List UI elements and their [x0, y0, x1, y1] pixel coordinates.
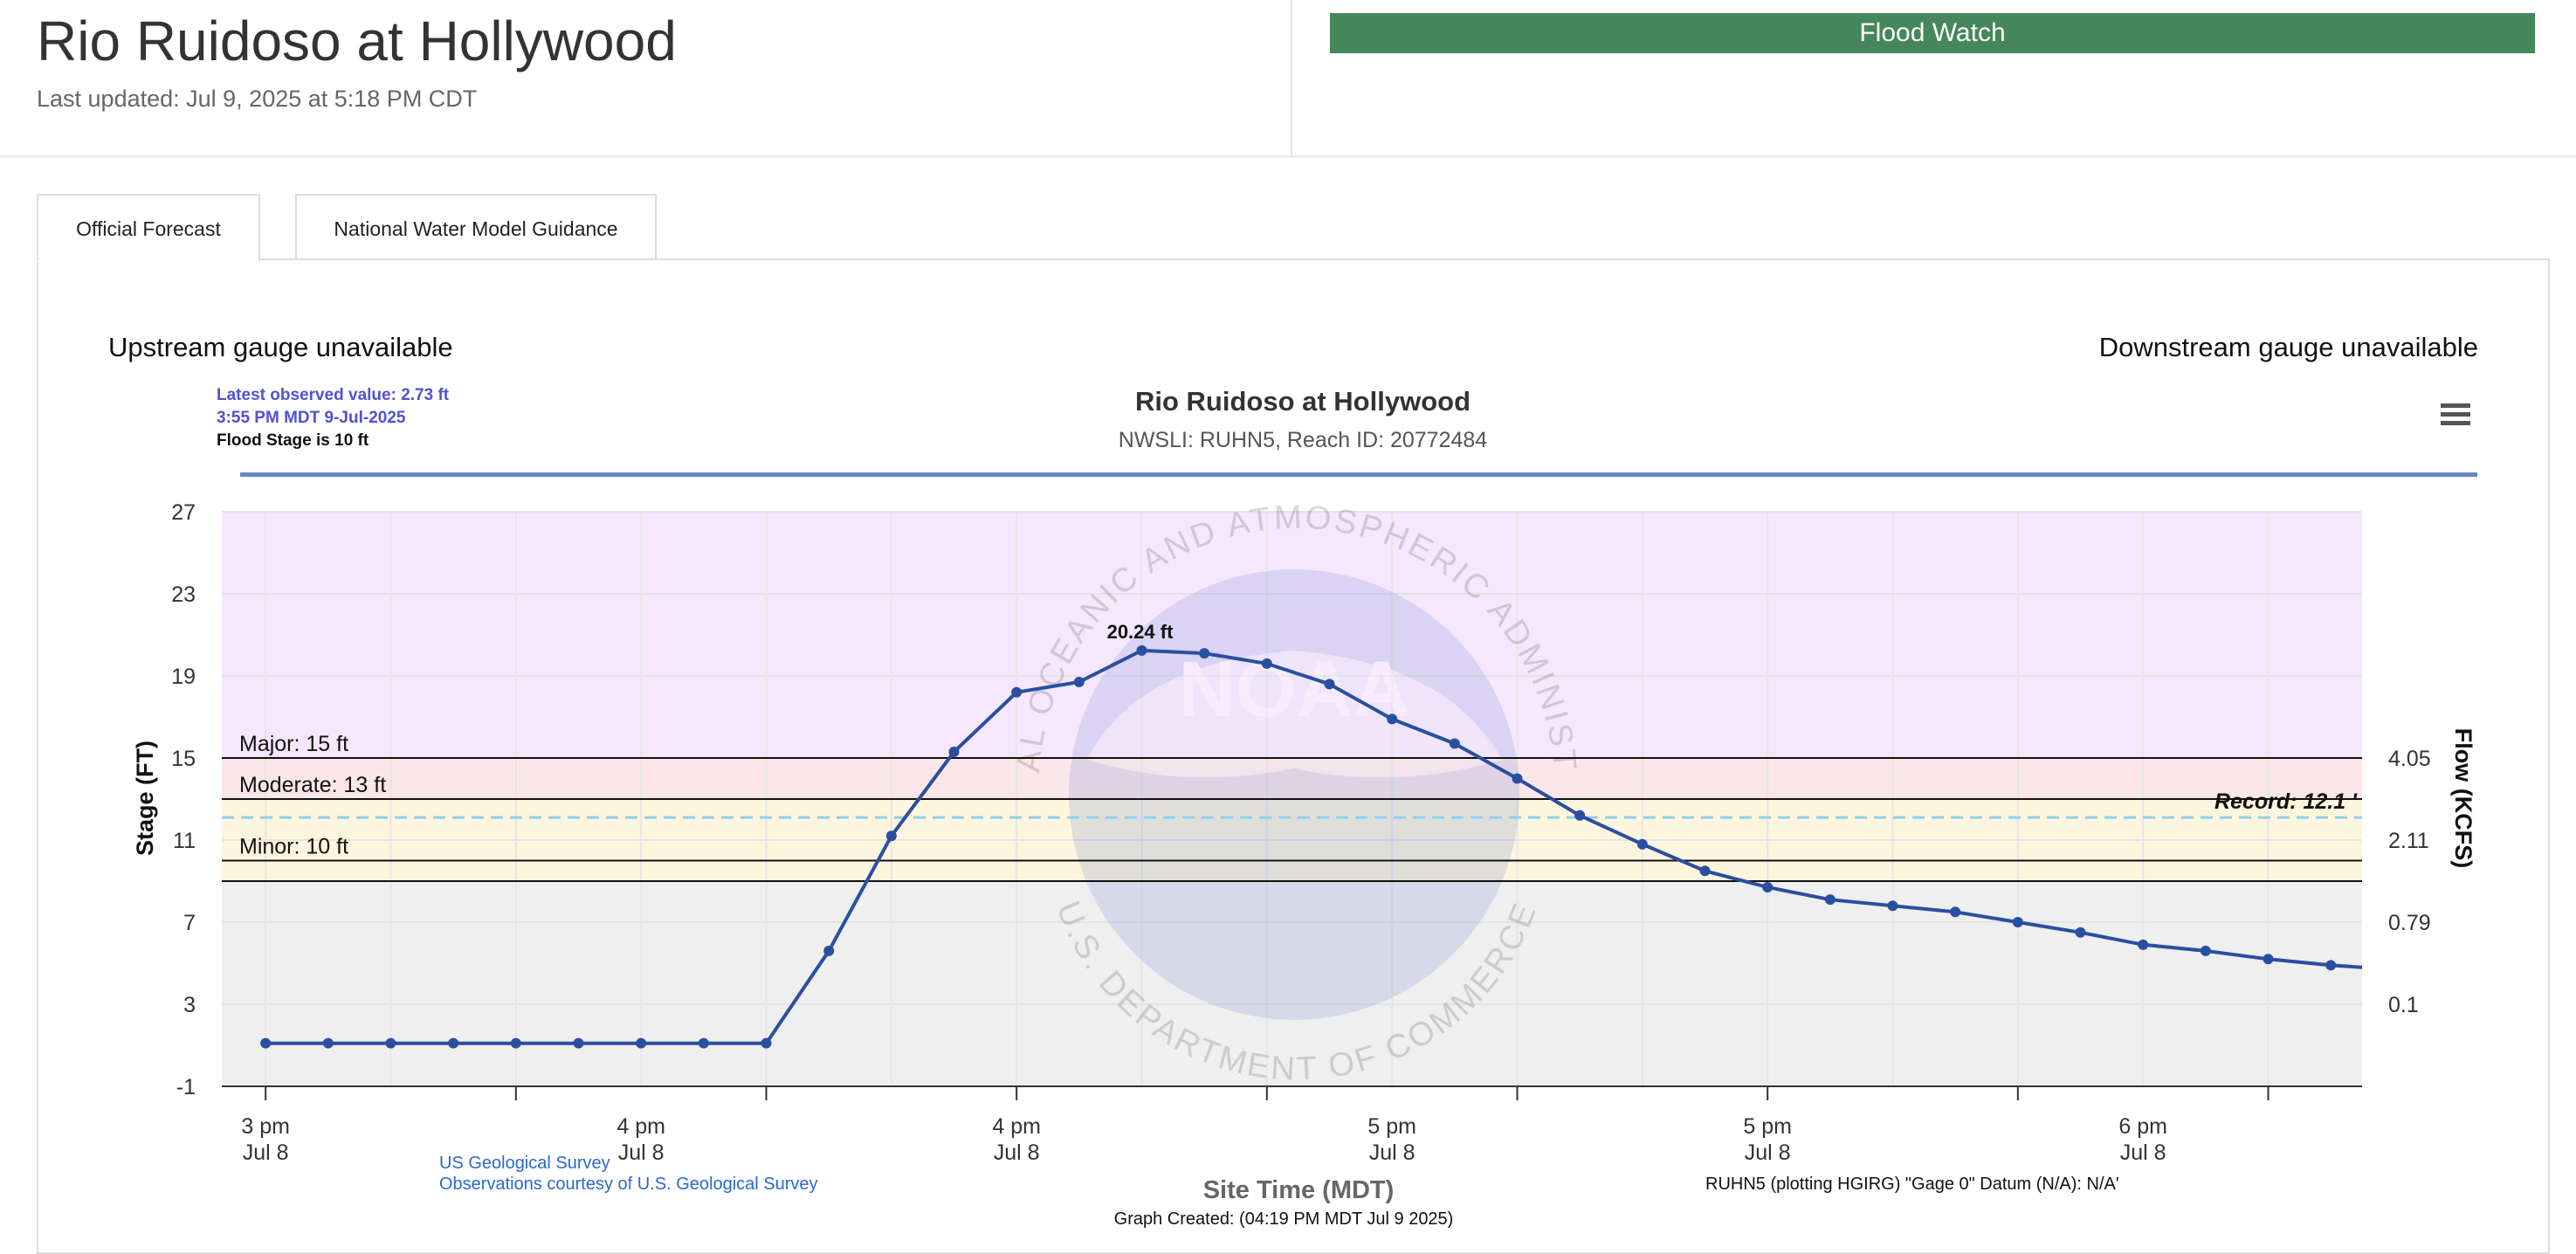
forecast-point	[2263, 954, 2274, 965]
forecast-point	[2138, 939, 2149, 950]
forecast-point	[1699, 865, 1711, 877]
x-tick-time: 6 pm	[2118, 1114, 2167, 1139]
forecast-point	[1324, 679, 1335, 690]
forecast-series[interactable]: 20.24 ft	[260, 621, 2363, 1049]
flood-category-bands	[222, 512, 2362, 1086]
y2-axis-title: Flow (KCFS)	[2450, 728, 2476, 868]
forecast-point	[322, 1037, 334, 1049]
x-tick-day: Jul 8	[243, 1140, 289, 1165]
forecast-point	[1011, 686, 1023, 698]
band-moderate	[222, 758, 2362, 799]
band-major	[222, 512, 2362, 758]
forecast-point	[2075, 927, 2086, 938]
threshold-label: Minor: 10 ft	[239, 835, 348, 859]
threshold-label: Moderate: 13 ft	[239, 773, 386, 797]
forecast-point	[2325, 960, 2337, 971]
forecast-point	[1636, 838, 1648, 850]
x-tick-day: Jul 8	[618, 1140, 665, 1165]
graph-created-note: Graph Created: (04:19 PM MDT Jul 9 2025)	[1114, 1209, 1454, 1229]
page-title: Rio Ruidoso at Hollywood	[37, 10, 677, 72]
forecast-point	[1199, 648, 1210, 659]
y-tick-label: 19	[171, 665, 196, 689]
forecast-point	[761, 1037, 772, 1049]
forecast-point	[1950, 906, 1961, 918]
forecast-range-bar	[240, 472, 2477, 477]
hamburger-menu-icon[interactable]	[2441, 403, 2470, 425]
x-tick-time: 5 pm	[1743, 1114, 1792, 1139]
last-updated: Last updated: Jul 9, 2025 at 5:18 PM CDT	[37, 86, 478, 112]
y-tick-label: 23	[171, 582, 196, 607]
forecast-point	[1136, 644, 1147, 656]
peak-label: 20.24 ft	[1107, 621, 1174, 643]
forecast-point	[2012, 917, 2023, 927]
forecast-point	[698, 1037, 709, 1049]
chart-title: Rio Ruidoso at Hollywood	[1135, 386, 1471, 417]
flood-thresholds: Major: 15 ft Moderate: 13 ft Minor: 10 ft R…	[222, 732, 2362, 882]
forecast-point	[1512, 773, 1523, 784]
band-below-flood	[222, 881, 2362, 1086]
forecast-point	[448, 1037, 459, 1049]
x-tick-time: 3 pm	[241, 1114, 290, 1139]
downstream-gauge-link[interactable]: Downstream gauge unavailable	[2098, 332, 2478, 362]
y-tick-label: 15	[171, 747, 196, 771]
forecast-point	[1073, 677, 1085, 688]
y2-tick-label: 2.11	[2388, 829, 2429, 853]
forecast-point	[2200, 945, 2211, 956]
forecast-point	[510, 1037, 521, 1049]
forecast-point	[885, 830, 897, 842]
usgs-observations-credit[interactable]: Observations courtesy of U.S. Geological…	[439, 1175, 818, 1194]
record-label: Record: 12.1 '	[2214, 789, 2358, 814]
forecast-point	[1762, 882, 1774, 893]
forecast-point	[1887, 900, 1898, 912]
x-axis-title: Site Time (MDT)	[1203, 1176, 1395, 1204]
forecast-point	[260, 1037, 272, 1049]
y-tick-label: 27	[171, 500, 196, 525]
forecast-point	[1449, 738, 1460, 749]
tab-official-forecast[interactable]: Official Forecast	[37, 194, 260, 262]
y2-tick-label: 4.05	[2388, 747, 2431, 771]
x-tick-time: 4 pm	[992, 1114, 1041, 1139]
flood-stage-note: Flood Stage is 10 ft	[217, 431, 369, 450]
forecast-point	[385, 1037, 396, 1049]
upstream-gauge-link[interactable]: Upstream gauge unavailable	[108, 332, 453, 362]
header-right: Flood Watch	[1292, 0, 2576, 157]
forecast-point	[1824, 894, 1836, 906]
forecast-point	[823, 945, 835, 956]
usgs-credit-link[interactable]: US Geological Survey	[439, 1154, 610, 1173]
noaa-logo-circle	[1069, 569, 1519, 1020]
x-tick-time: 5 pm	[1367, 1114, 1416, 1139]
forecast-point	[1261, 658, 1272, 669]
forecast-point	[636, 1037, 647, 1049]
forecast-point	[1574, 810, 1586, 821]
noaa-logo-text: NOAA	[1179, 646, 1410, 734]
y-axis-title: Stage (FT)	[132, 741, 158, 856]
threshold-label: Major: 15 ft	[239, 732, 348, 756]
x-tick-day: Jul 8	[1369, 1140, 1415, 1165]
y2-tick-label: 0.79	[2388, 911, 2431, 935]
y-tick-label: -1	[176, 1075, 196, 1099]
header-left: Rio Ruidoso at Hollywood Last updated: J…	[0, 0, 1292, 157]
x-tick-day: Jul 8	[994, 1140, 1040, 1165]
y-tick-label: 3	[183, 993, 196, 1017]
chart-subtitle: NWSLI: RUHN5, Reach ID: 20772484	[1119, 428, 1488, 452]
tab-national-water-model-guidance[interactable]: National Water Model Guidance	[295, 194, 657, 260]
x-tick-day: Jul 8	[1745, 1140, 1791, 1165]
y-tick-label: 7	[183, 911, 196, 935]
datum-note: RUHN5 (plotting HGIRG) "Gage 0" Datum (N…	[1705, 1175, 2119, 1194]
flood-watch-banner[interactable]: Flood Watch	[1330, 13, 2535, 53]
forecast-point	[573, 1037, 584, 1049]
x-tick-day: Jul 8	[2120, 1140, 2166, 1165]
latest-observed-time: 3:55 PM MDT 9-Jul-2025	[217, 409, 406, 427]
latest-observed-value: Latest observed value: 2.73 ft	[217, 386, 450, 404]
y2-tick-label: 0.1	[2388, 993, 2419, 1017]
forecast-point	[1387, 713, 1398, 725]
y-tick-label: 11	[173, 829, 196, 853]
x-tick-time: 4 pm	[616, 1114, 665, 1139]
forecast-point	[948, 746, 960, 757]
